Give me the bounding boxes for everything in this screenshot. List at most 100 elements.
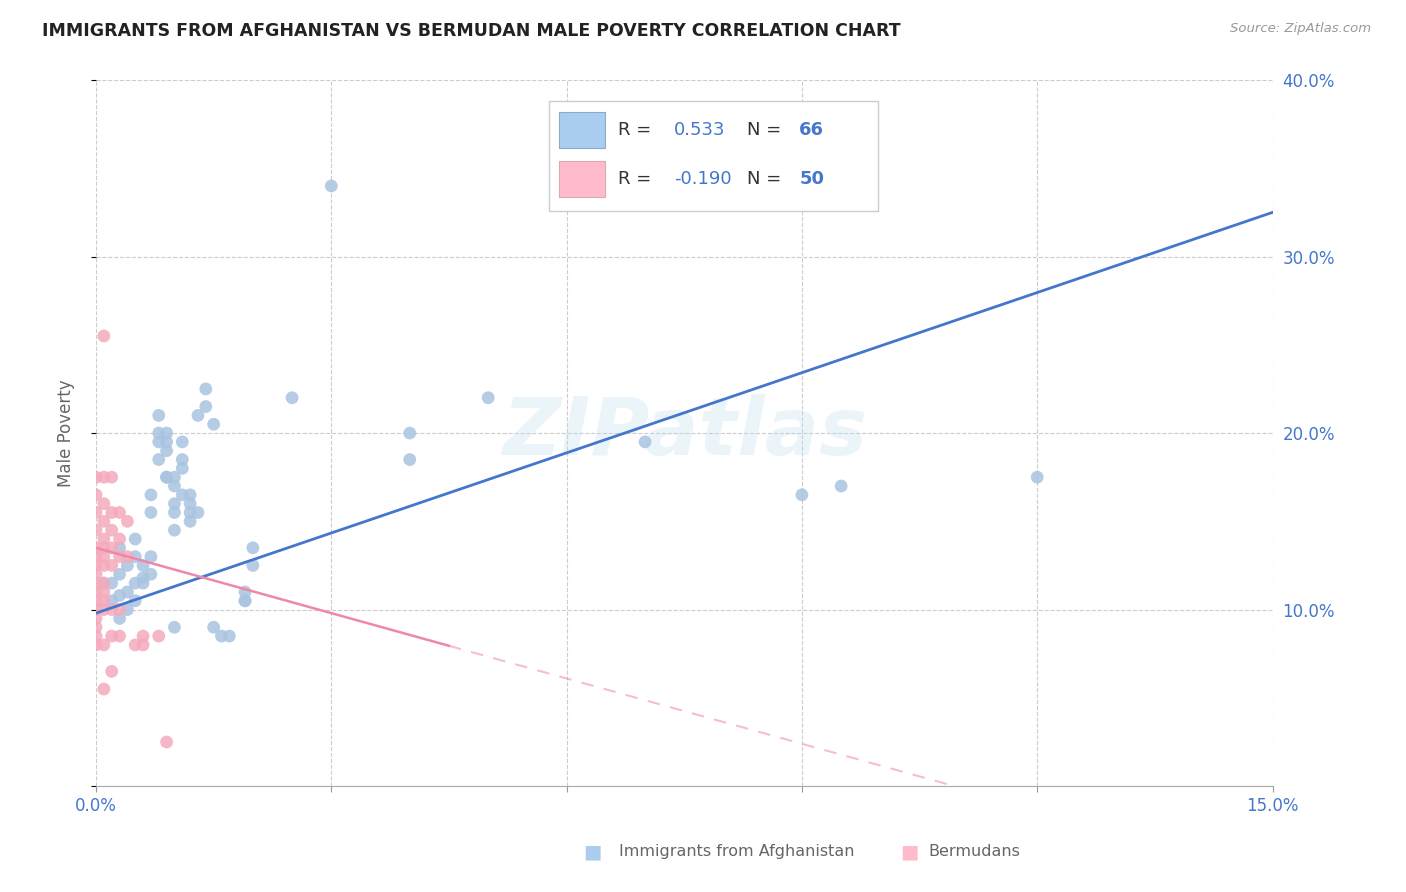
Point xyxy=(108,541,131,555)
Point xyxy=(84,506,107,520)
Point xyxy=(132,571,155,585)
Point xyxy=(139,488,162,502)
Point xyxy=(93,532,115,546)
Point xyxy=(211,629,233,643)
Point xyxy=(108,506,131,520)
Point xyxy=(108,567,131,582)
Point xyxy=(163,620,186,634)
Point xyxy=(132,558,155,573)
Point xyxy=(233,585,256,599)
Point xyxy=(132,629,155,643)
Point xyxy=(281,391,304,405)
Point xyxy=(172,461,194,475)
Point xyxy=(84,576,107,591)
Point xyxy=(93,514,115,528)
Point xyxy=(93,594,115,608)
Point xyxy=(202,417,225,432)
Point xyxy=(93,470,115,484)
Text: ■: ■ xyxy=(900,842,918,862)
Point xyxy=(163,506,186,520)
Point xyxy=(100,470,122,484)
Point xyxy=(108,549,131,564)
Point xyxy=(84,611,107,625)
Point xyxy=(84,549,107,564)
Point xyxy=(124,576,146,591)
Point xyxy=(1026,470,1049,484)
Point xyxy=(93,576,115,591)
Point xyxy=(93,585,115,599)
Point xyxy=(139,506,162,520)
Point xyxy=(172,452,194,467)
Point xyxy=(100,629,122,643)
Point xyxy=(194,400,217,414)
Point xyxy=(132,576,155,591)
Point xyxy=(84,488,107,502)
Point xyxy=(84,620,107,634)
Point xyxy=(100,602,122,616)
Point xyxy=(830,479,852,493)
Point xyxy=(155,470,177,484)
Point xyxy=(117,549,139,564)
Point xyxy=(124,638,146,652)
Point xyxy=(93,558,115,573)
Point xyxy=(84,585,107,599)
Point xyxy=(93,602,115,616)
Point xyxy=(93,549,115,564)
Point xyxy=(84,541,107,555)
Point xyxy=(100,576,122,591)
Point xyxy=(477,391,499,405)
Point xyxy=(148,434,170,449)
Text: Source: ZipAtlas.com: Source: ZipAtlas.com xyxy=(1230,22,1371,36)
Point xyxy=(163,497,186,511)
Point xyxy=(108,629,131,643)
Point xyxy=(100,558,122,573)
Point xyxy=(93,576,115,591)
Point xyxy=(100,665,122,679)
Point xyxy=(84,470,107,484)
Point xyxy=(218,629,240,643)
Point xyxy=(84,558,107,573)
Text: Bermudans: Bermudans xyxy=(928,845,1019,859)
Point xyxy=(155,434,177,449)
Point xyxy=(163,523,186,537)
Point xyxy=(117,514,139,528)
Point xyxy=(187,409,209,423)
Point xyxy=(172,488,194,502)
Point xyxy=(108,532,131,546)
Point xyxy=(790,488,813,502)
Point xyxy=(108,611,131,625)
Point xyxy=(84,567,107,582)
Point xyxy=(155,443,177,458)
Point xyxy=(139,549,162,564)
Point xyxy=(100,506,122,520)
Point xyxy=(148,425,170,440)
Point xyxy=(202,620,225,634)
Point xyxy=(108,589,131,603)
Point xyxy=(163,470,186,484)
Text: ZIPatlas: ZIPatlas xyxy=(502,394,866,472)
Point xyxy=(100,594,122,608)
Point xyxy=(93,638,115,652)
Point xyxy=(172,434,194,449)
Point xyxy=(117,602,139,616)
Text: Immigrants from Afghanistan: Immigrants from Afghanistan xyxy=(619,845,853,859)
Text: ■: ■ xyxy=(583,842,602,862)
Point xyxy=(84,594,107,608)
Point xyxy=(93,541,115,555)
Point xyxy=(148,629,170,643)
Point xyxy=(398,452,420,467)
Point xyxy=(84,629,107,643)
Point xyxy=(100,523,122,537)
Point xyxy=(108,602,131,616)
Point xyxy=(139,567,162,582)
Point xyxy=(242,541,264,555)
Point xyxy=(242,558,264,573)
Point xyxy=(100,541,122,555)
Point xyxy=(179,514,201,528)
Y-axis label: Male Poverty: Male Poverty xyxy=(58,379,75,487)
Point xyxy=(179,506,201,520)
Point xyxy=(124,532,146,546)
Point xyxy=(321,178,343,193)
Point xyxy=(233,594,256,608)
Text: IMMIGRANTS FROM AFGHANISTAN VS BERMUDAN MALE POVERTY CORRELATION CHART: IMMIGRANTS FROM AFGHANISTAN VS BERMUDAN … xyxy=(42,22,901,40)
